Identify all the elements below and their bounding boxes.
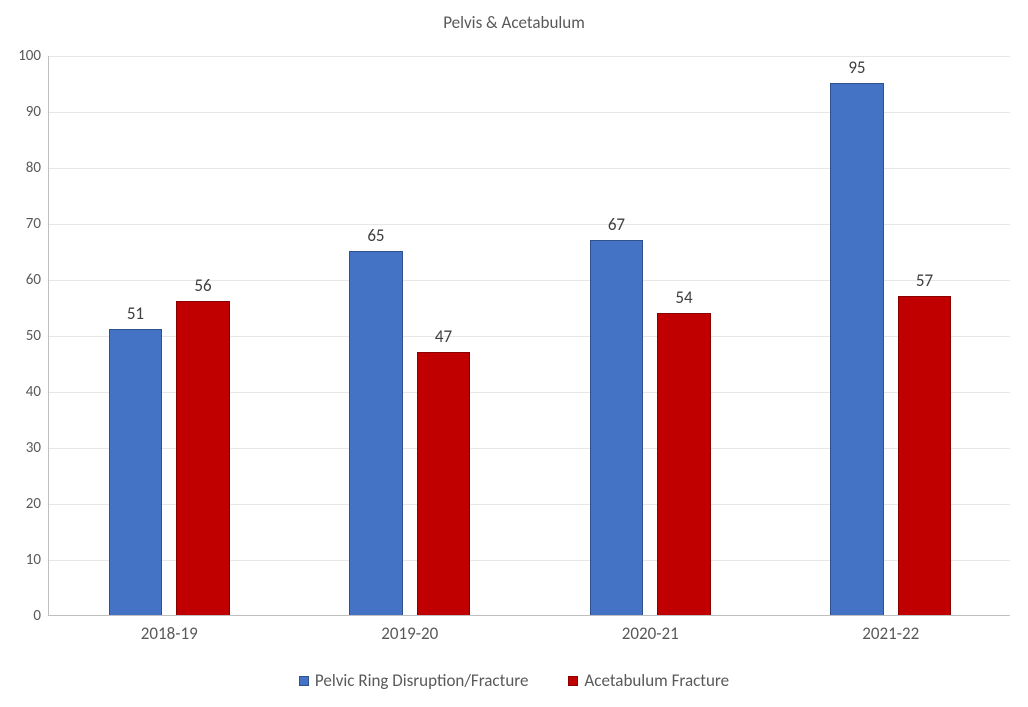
y-tick-label: 80 (26, 159, 49, 177)
y-tick-label: 90 (26, 103, 49, 121)
y-tick-label: 0 (33, 607, 49, 625)
grid-line (49, 56, 1010, 57)
legend-item: Pelvic Ring Disruption/Fracture (299, 670, 529, 691)
bar: 67 (590, 240, 644, 615)
bar-value-label: 67 (608, 214, 625, 241)
y-tick-label: 30 (26, 439, 49, 457)
bar: 54 (657, 313, 711, 615)
plot-area: 01020304050607080901002018-1951562019-20… (48, 56, 1010, 616)
bar: 95 (830, 83, 884, 615)
bar-value-label: 57 (916, 270, 933, 297)
bar-value-label: 65 (367, 225, 384, 252)
x-tick-label: 2021-22 (862, 615, 919, 644)
bar: 57 (898, 296, 952, 615)
y-tick-label: 10 (26, 551, 49, 569)
bar: 51 (109, 329, 163, 615)
legend-swatch (568, 676, 578, 686)
legend-swatch (299, 676, 309, 686)
legend-item: Acetabulum Fracture (568, 670, 729, 691)
legend-label: Acetabulum Fracture (584, 670, 729, 691)
y-tick-label: 100 (18, 47, 49, 65)
bar-value-label: 56 (194, 275, 211, 302)
legend-label: Pelvic Ring Disruption/Fracture (315, 670, 529, 691)
bar-value-label: 47 (435, 326, 452, 353)
x-tick-label: 2018-19 (141, 615, 198, 644)
y-tick-label: 20 (26, 495, 49, 513)
bar: 65 (349, 251, 403, 615)
x-tick-label: 2020-21 (622, 615, 679, 644)
y-tick-label: 50 (26, 327, 49, 345)
y-tick-label: 40 (26, 383, 49, 401)
bar-value-label: 95 (848, 57, 865, 84)
x-tick-label: 2019-20 (381, 615, 438, 644)
bar: 56 (176, 301, 230, 615)
bar-value-label: 51 (127, 303, 144, 330)
bar: 47 (417, 352, 471, 615)
chart-title: Pelvis & Acetabulum (0, 12, 1028, 33)
y-tick-label: 60 (26, 271, 49, 289)
chart-container: Pelvis & Acetabulum 01020304050607080901… (0, 0, 1028, 707)
y-tick-label: 70 (26, 215, 49, 233)
bar-value-label: 54 (675, 287, 692, 314)
legend: Pelvic Ring Disruption/Fracture Acetabulu… (0, 670, 1028, 691)
